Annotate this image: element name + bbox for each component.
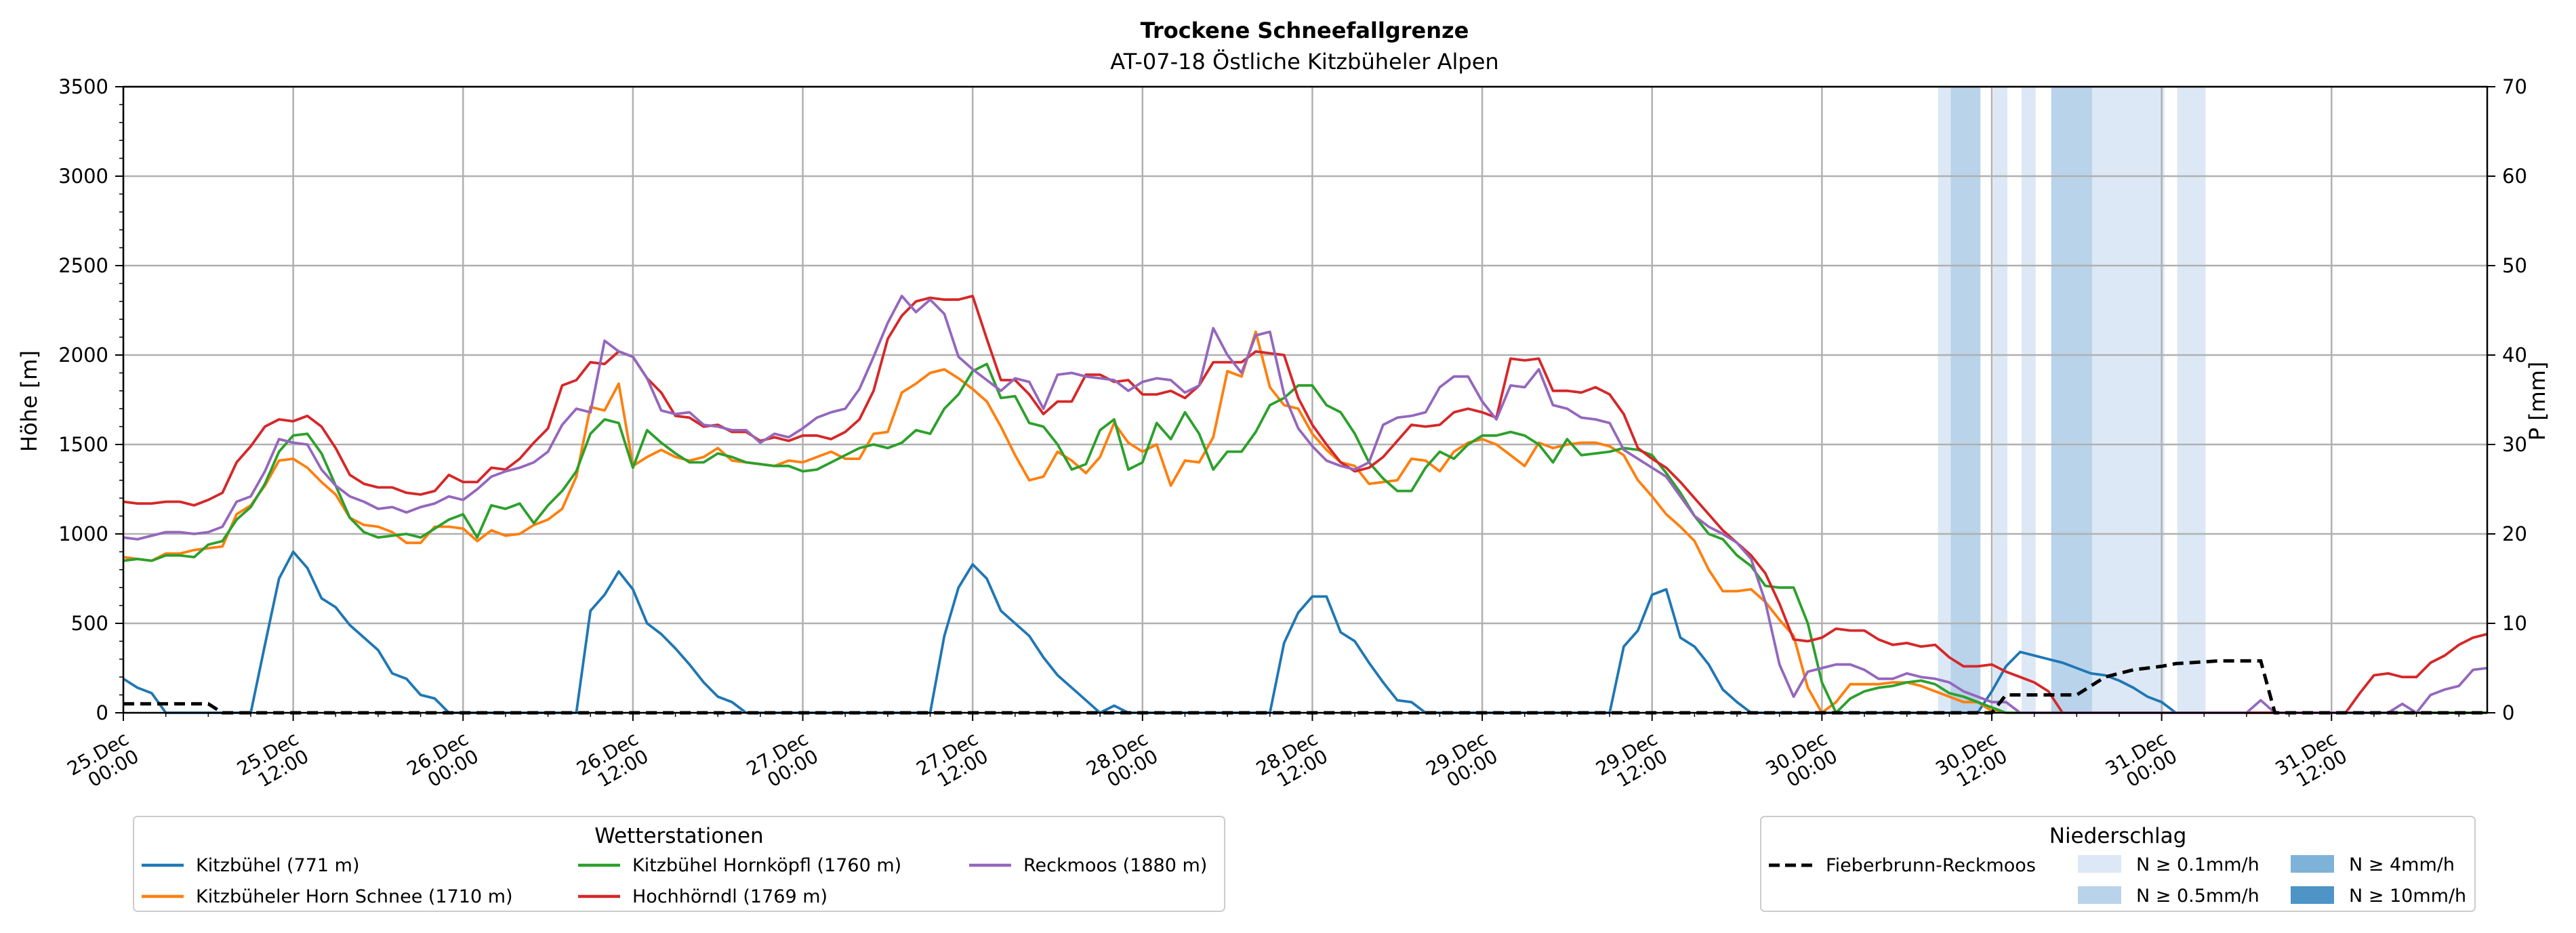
precip-band (2092, 87, 2165, 713)
legend-stations-title: Wetterstationen (594, 824, 763, 848)
legend-station-label: Kitzbühel Hornköpfl (1760 m) (632, 855, 901, 876)
legend-precip-swatch (2078, 855, 2121, 873)
legend-stations-entries: Kitzbühel (771 m) Kitzbüheler Horn Schnee… (142, 855, 1207, 907)
x-tick-label: 25.Dec00:00 (64, 727, 143, 797)
x-tick-label: 29.Dec12:00 (1592, 727, 1671, 797)
y2-axis-label: P [mm] (2524, 362, 2550, 441)
legend-precip-label: N ≥ 0.5mm/h (2136, 886, 2260, 907)
x-tick-label: 27.Dec00:00 (743, 727, 822, 797)
legend-precip-line-label: Fieberbrunn-Reckmoos (1826, 855, 2036, 876)
precip-band (1938, 87, 1951, 713)
legend-precip-label: N ≥ 4mm/h (2349, 854, 2455, 875)
x-tick-label: 30.Dec00:00 (1762, 727, 1841, 797)
precip-band (2177, 87, 2206, 713)
legend-stations: Wetterstationen Kitzbühel (771 m)Kitzbüh… (133, 816, 1225, 912)
plot-frame (122, 85, 2489, 714)
series-line-1 (122, 550, 2487, 714)
x-tick-label: 28.Dec12:00 (1252, 727, 1332, 797)
legend-precip: Niederschlag Fieberbrunn-Reckmoos N ≥ 0.… (1760, 816, 2476, 912)
legend-stations-frame (133, 816, 1225, 912)
x-tick-label: 27.Dec12:00 (913, 727, 992, 797)
legend-precip-label: N ≥ 10mm/h (2349, 886, 2466, 907)
y2-tick-label: 40 (2502, 344, 2527, 367)
legend-precip-swatch (2078, 886, 2121, 904)
x-tick-label: 28.Dec00:00 (1082, 727, 1162, 797)
precip-band (1950, 87, 1981, 713)
y2-tick-label: 30 (2502, 433, 2527, 456)
precip-band (2051, 87, 2093, 713)
x-tick-label: 26.Dec12:00 (573, 727, 652, 797)
x-tick-label: 30.Dec12:00 (1931, 727, 2011, 797)
y2-tick-label: 10 (2502, 612, 2527, 635)
y-tick-label: 500 (71, 612, 108, 635)
precip-bands (1938, 87, 2206, 713)
chart-subtitle: AT-07-18 Östliche Kitzbüheler Alpen (1110, 49, 1498, 75)
legend-precip-title: Niederschlag (2049, 824, 2187, 848)
y-tick-label: 3000 (58, 165, 108, 188)
series-line-4 (123, 295, 2488, 714)
legend-station-label: Hochhörndl (1769 m) (632, 886, 827, 907)
series-line-5 (123, 295, 2488, 714)
chart-title: Trockene Schneefallgrenze (1141, 18, 1469, 43)
precip-band (2021, 87, 2036, 713)
legend-station-label: Kitzbühel (771 m) (196, 855, 360, 876)
series-line-3 (123, 362, 2487, 714)
y-tick-label: 1500 (58, 433, 108, 456)
y2-tick-label: 20 (2502, 522, 2527, 545)
y2-tick-label: 0 (2502, 701, 2514, 724)
legend-precip-swatch (2291, 855, 2334, 873)
y2-tick-label: 50 (2502, 254, 2527, 277)
y2-tick-label: 70 (2502, 75, 2527, 98)
series-lines (122, 295, 2488, 715)
x-tick-label: 26.Dec00:00 (403, 727, 483, 797)
x-tick-label: 31.Dec12:00 (2272, 727, 2351, 797)
legend-precip-levels: N ≥ 0.1mm/h N ≥ 0.5mm/h N ≥ 4mm/h N ≥ 10mm/… (2078, 854, 2466, 907)
y-tick-label: 1000 (58, 522, 108, 545)
precip-line (123, 659, 2487, 715)
legend-precip-swatch (2291, 886, 2334, 904)
y-tick-label: 0 (96, 701, 108, 724)
y-axis-label: Höhe [m] (16, 350, 42, 452)
legend-precip-label: N ≥ 0.1mm/h (2136, 854, 2260, 875)
legend-station-label: Reckmoos (1880 m) (1023, 855, 1207, 876)
x-tick-label: 31.Dec00:00 (2102, 727, 2181, 797)
y-tick-label: 3500 (58, 75, 108, 98)
legend-station-label: Kitzbüheler Horn Schnee (1710 m) (196, 886, 513, 907)
y-tick-label: 2000 (58, 344, 108, 367)
x-tick-label: 25.Dec12:00 (233, 727, 312, 797)
y2-tick-label: 60 (2502, 165, 2527, 188)
precip-band (1993, 87, 2007, 713)
x-tick-label: 29.Dec00:00 (1423, 727, 1502, 797)
y-tick-label: 2500 (58, 254, 108, 277)
